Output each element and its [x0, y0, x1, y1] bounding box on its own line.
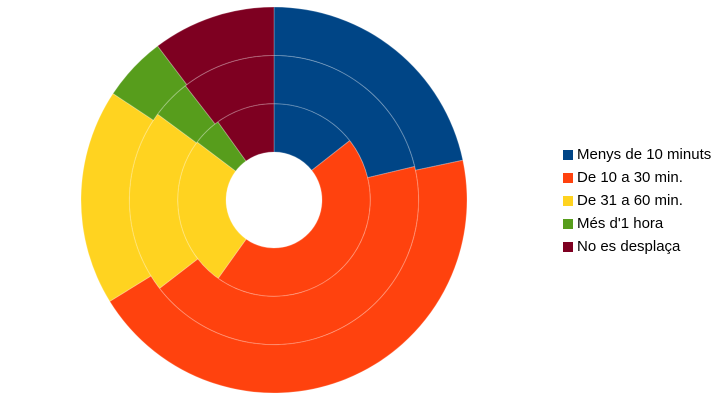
legend-label: De 10 a 30 min.: [577, 169, 683, 186]
donut-segment: [156, 84, 216, 144]
legend-swatch: [563, 173, 573, 183]
legend-label: No es desplaça: [577, 238, 681, 255]
legend-swatch: [563, 242, 573, 252]
legend-label: Més d'1 hora: [577, 215, 664, 232]
donut-segment: [158, 165, 420, 346]
legend-swatch: [563, 196, 573, 206]
donut-segment: [156, 6, 275, 86]
donut-segment: [217, 103, 275, 162]
donut-segment: [177, 141, 247, 280]
legend-label: Menys de 10 minuts: [577, 146, 711, 163]
donut-segment: [273, 6, 464, 171]
legend-swatch: [563, 219, 573, 229]
legend-swatch: [563, 150, 573, 160]
legend-label: De 31 a 60 min.: [577, 192, 683, 209]
donut-segment: [196, 121, 247, 172]
donut-segment: [109, 159, 468, 394]
